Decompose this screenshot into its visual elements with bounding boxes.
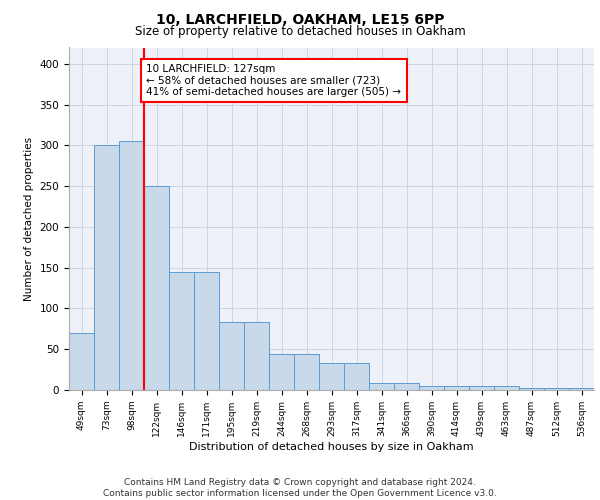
Bar xyxy=(494,386,519,390)
Bar xyxy=(319,363,344,390)
Bar xyxy=(294,354,319,390)
Bar xyxy=(394,384,419,390)
Bar xyxy=(444,386,469,390)
Bar xyxy=(119,142,144,390)
Bar xyxy=(269,354,294,390)
Bar xyxy=(219,322,244,390)
Bar xyxy=(569,388,594,390)
Bar xyxy=(94,146,119,390)
Text: 10, LARCHFIELD, OAKHAM, LE15 6PP: 10, LARCHFIELD, OAKHAM, LE15 6PP xyxy=(156,12,444,26)
Bar xyxy=(419,386,444,390)
Bar xyxy=(144,186,169,390)
X-axis label: Distribution of detached houses by size in Oakham: Distribution of detached houses by size … xyxy=(189,442,474,452)
Bar xyxy=(544,388,569,390)
Y-axis label: Number of detached properties: Number of detached properties xyxy=(24,136,34,301)
Bar xyxy=(69,333,94,390)
Text: 10 LARCHFIELD: 127sqm
← 58% of detached houses are smaller (723)
41% of semi-det: 10 LARCHFIELD: 127sqm ← 58% of detached … xyxy=(146,64,401,97)
Bar xyxy=(519,388,544,390)
Bar xyxy=(194,272,219,390)
Text: Size of property relative to detached houses in Oakham: Size of property relative to detached ho… xyxy=(134,25,466,38)
Text: Contains HM Land Registry data © Crown copyright and database right 2024.
Contai: Contains HM Land Registry data © Crown c… xyxy=(103,478,497,498)
Bar xyxy=(244,322,269,390)
Bar xyxy=(169,272,194,390)
Bar xyxy=(469,386,494,390)
Bar xyxy=(369,384,394,390)
Bar xyxy=(344,363,369,390)
